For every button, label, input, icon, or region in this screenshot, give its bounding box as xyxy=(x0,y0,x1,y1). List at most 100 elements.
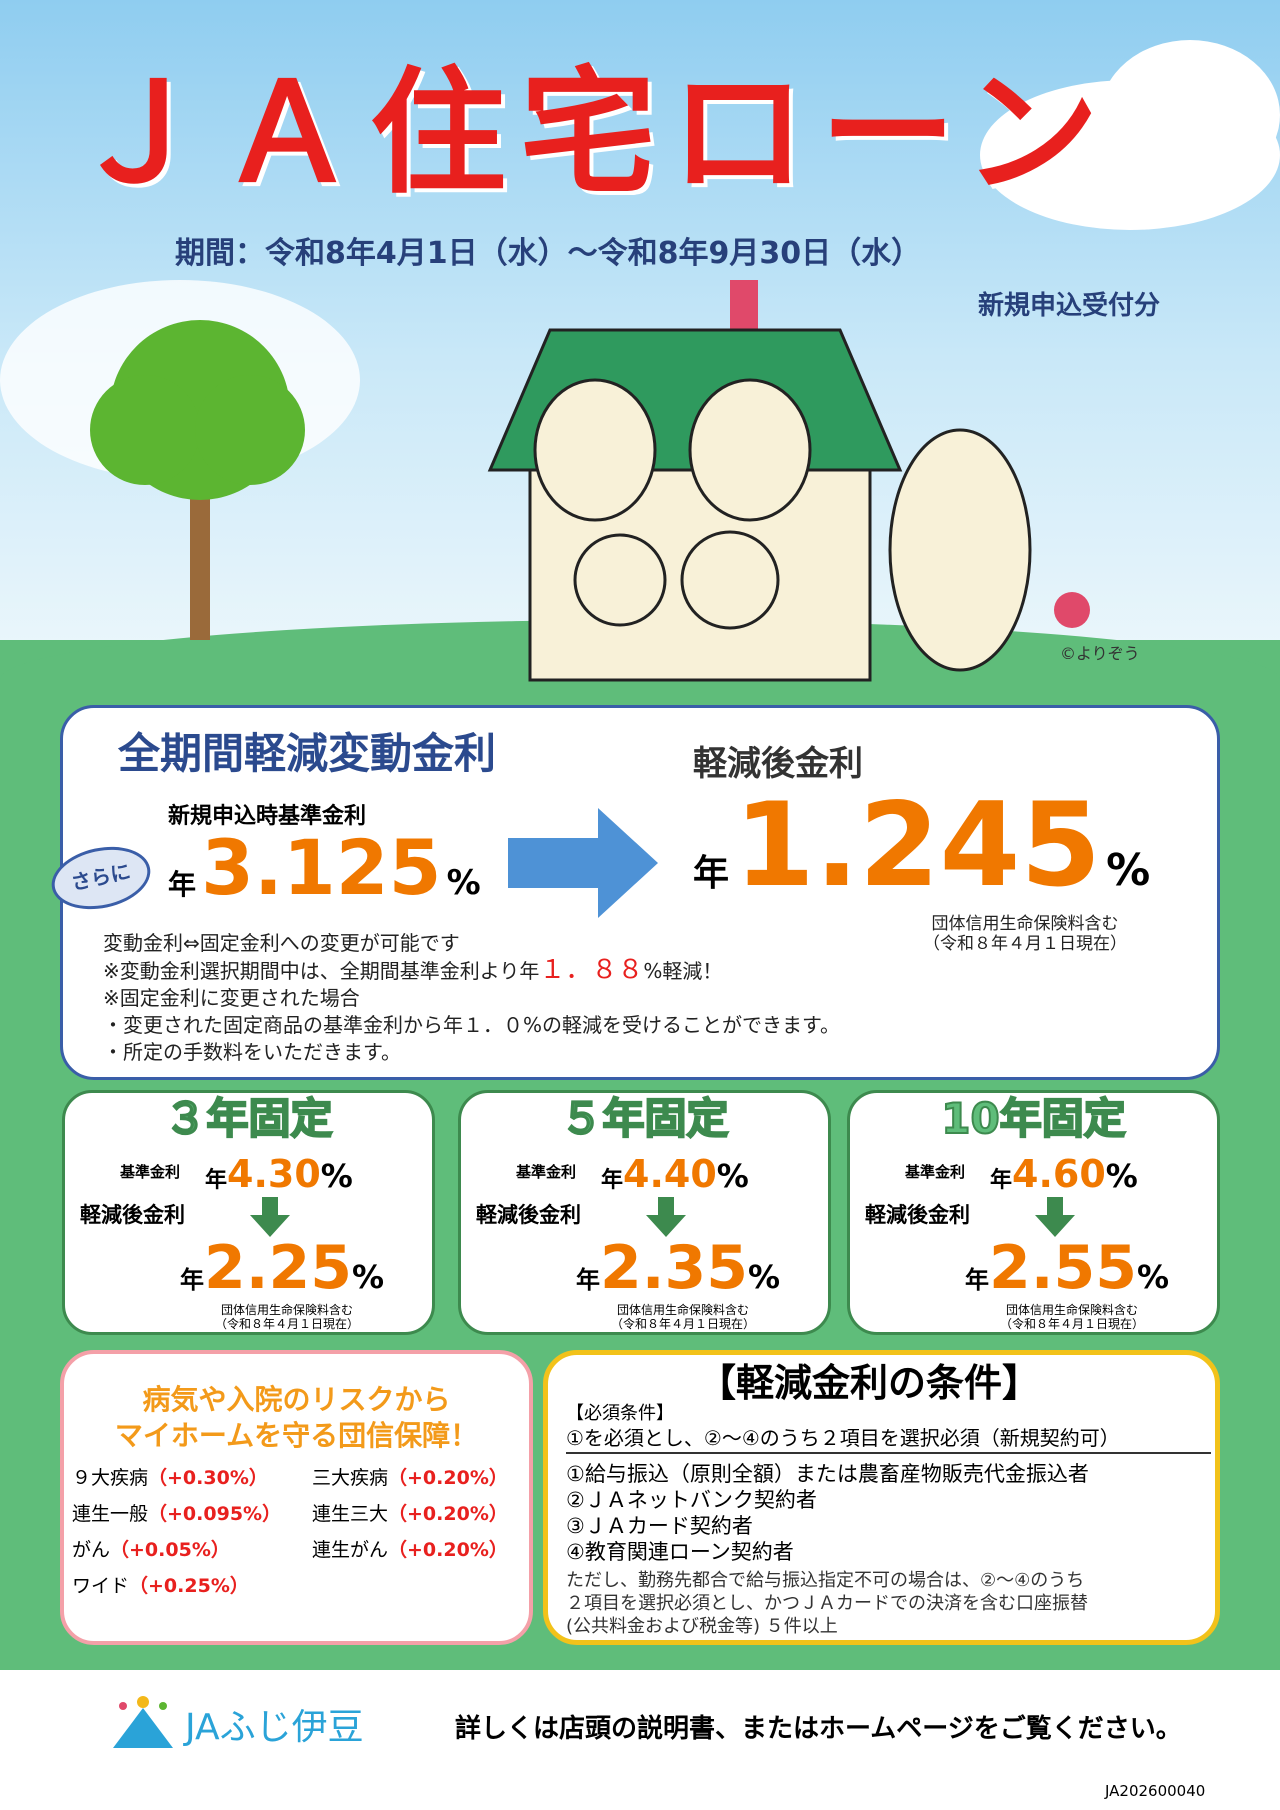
insurance-item: がん（+0.05%） xyxy=(72,1539,230,1561)
after-label: 軽減後金利 xyxy=(865,1203,970,1227)
tree-illustration xyxy=(90,320,305,640)
after-label: 軽減後金利 xyxy=(80,1203,185,1227)
note-line: 団体信用生命保険料含む xyxy=(617,1303,750,1317)
percent-sign: % xyxy=(1137,1258,1170,1296)
year-label: 年 xyxy=(205,1168,228,1193)
note-line: ・所定の手数料をいただきます。 xyxy=(103,1040,401,1064)
percent-sign: % xyxy=(716,1157,749,1195)
fixed-rate-card: ５年固定 基準金利 年4.40% 軽減後金利 年2.35% 団体信用生命保険料含… xyxy=(458,1090,831,1335)
ja-logo-text: JAふじ伊豆 xyxy=(185,1707,364,1748)
year-label: 年 xyxy=(180,1266,204,1294)
insurance-item: ９大疾病（+0.30%） xyxy=(72,1467,268,1489)
base-rate-value: 4.40 xyxy=(623,1152,717,1196)
characters-illustration xyxy=(533,378,1032,672)
after-rate: 年2.55% xyxy=(965,1238,1169,1298)
after-rate-value: 1.245 xyxy=(734,778,1102,913)
page-title: ＪＡ住宅ローン xyxy=(70,55,1114,213)
note-line: （令和８年４月１日現在） xyxy=(1000,1317,1145,1331)
note-line: ただし、勤務先都合で給与振込指定不可の場合は、②～④のうち xyxy=(566,1570,1085,1591)
note-line: 変動金利⇔固定金利への変更が可能です xyxy=(103,931,460,955)
percent-sign: % xyxy=(446,863,481,903)
fixed-rate-card: ３年固定 基準金利 年4.30% 軽減後金利 年2.25% 団体信用生命保険料含… xyxy=(62,1090,435,1335)
condition-item: ③ＪＡカード契約者 xyxy=(566,1514,753,1538)
footer-message: 詳しくは店頭の説明書、またはホームページをご覧ください。 xyxy=(455,1714,1182,1744)
insurance-heading: 病気や入院のリスクから マイホームを守る団信保障！ xyxy=(64,1382,529,1454)
insurance-item: 連生がん（+0.20%） xyxy=(312,1539,508,1561)
after-rate-value: 2.55 xyxy=(989,1233,1138,1303)
base-label: 基準金利 xyxy=(905,1163,966,1181)
arrow-down-icon xyxy=(1035,1197,1075,1237)
percent-sign: % xyxy=(748,1258,781,1296)
flower-icon xyxy=(1054,592,1090,628)
year-label: 年 xyxy=(168,868,197,901)
note-line: 団体信用生命保険料含む xyxy=(1006,1303,1139,1317)
variable-heading: 全期間軽減変動金利 xyxy=(118,729,497,778)
note-line: （令和８年４月１日現在） xyxy=(923,934,1127,954)
base-label: 基準金利 xyxy=(120,1163,181,1181)
insurance-note: 団体信用生命保険料含む （令和８年４月１日現在） xyxy=(611,1303,755,1331)
percent-sign: % xyxy=(1105,1157,1138,1195)
base-label: 基準金利 xyxy=(516,1163,577,1181)
arrow-down-icon xyxy=(250,1197,290,1237)
insurance-note: 団体信用生命保険料含む （令和８年４月１日現在） xyxy=(215,1303,359,1331)
base-rate: 年 3.125 % xyxy=(168,830,481,906)
illustration xyxy=(90,280,1090,682)
note-line: ※変動金利選択期間中は、全期間基準金利より年１．８８%軽減！ xyxy=(103,955,723,985)
after-rate-label: 軽減後金利 xyxy=(693,744,863,784)
arrow-right-icon xyxy=(508,808,658,918)
base-rate: 年4.40% xyxy=(601,1155,749,1193)
base-rate: 年4.60% xyxy=(990,1155,1138,1193)
note-line: ・変更された固定商品の基準金利から年１．０%の軽減を受けることができます。 xyxy=(103,1013,841,1037)
conditions-list: ①給与振込（原則全額）または農畜産物販売代金振込者 ②ＪＡネットバンク契約者 ③… xyxy=(566,1461,1089,1565)
note-line: 団体信用生命保険料含む xyxy=(221,1303,354,1317)
variable-notes: 変動金利⇔固定金利への変更が可能です ※変動金利選択期間中は、全期間基準金利より… xyxy=(103,930,840,1066)
note-line: （令和８年４月１日現在） xyxy=(611,1317,756,1331)
condition-item: ①給与振込（原則全額）または農畜産物販売代金振込者 xyxy=(566,1462,1089,1486)
conditions-note: ただし、勤務先都合で給与振込指定不可の場合は、②～④のうち ２項目を選択必須とし… xyxy=(566,1569,1088,1638)
base-rate: 年4.30% xyxy=(205,1155,353,1193)
base-rate-value: 4.30 xyxy=(227,1152,321,1196)
copyright: ©よりぞう xyxy=(1060,644,1140,663)
badge-more: さらに xyxy=(45,838,157,918)
fixed-rate-card: 10年固定 基準金利 年4.60% 軽減後金利 年2.55% 団体信用生命保険料… xyxy=(847,1090,1220,1335)
cloud xyxy=(1100,40,1280,190)
conditions-panel: 【軽減金利の条件】 【必須条件】 ①を必須とし、②～④のうち２項目を選択必須（新… xyxy=(543,1350,1220,1645)
note-line: (公共料金および税金等) ５件以上 xyxy=(566,1616,838,1637)
note-line: 団体信用生命保険料含む xyxy=(931,914,1119,934)
insurance-note: 団体信用生命保険料含む （令和８年４月１日現在） xyxy=(1000,1303,1144,1331)
percent-sign: % xyxy=(1106,845,1151,896)
fixed-title: 10年固定 xyxy=(940,1093,1126,1144)
footer xyxy=(0,1670,1280,1810)
base-rate-value: 4.60 xyxy=(1012,1152,1106,1196)
insurance-note: 団体信用生命保険料含む （令和８年４月１日現在） xyxy=(923,914,1127,954)
ja-logo-icon xyxy=(113,1696,173,1748)
variable-rate-panel: 全期間軽減変動金利 新規申込時基準金利 年 3.125 % さらに 軽減後金利 … xyxy=(45,705,1220,1080)
base-rate-label: 新規申込時基準金利 xyxy=(168,804,367,829)
arrow-down-icon xyxy=(646,1197,686,1237)
condition-item: ④教育関連ローン契約者 xyxy=(566,1540,794,1564)
conditions-title: 【軽減金利の条件】 xyxy=(698,1361,1041,1405)
insurance-item: 三大疾病（+0.20%） xyxy=(312,1467,508,1489)
percent-sign: % xyxy=(320,1157,353,1195)
insurance-panel: 病気や入院のリスクから マイホームを守る団信保障！ ９大疾病（+0.30%） 三… xyxy=(60,1350,533,1645)
after-rate: 年 1.245 % xyxy=(693,788,1150,904)
after-rate-value: 2.25 xyxy=(204,1233,353,1303)
year-label: 年 xyxy=(965,1266,989,1294)
note-line: ２項目を選択必須とし、かつＪＡカードでの決済を含む口座振替 xyxy=(566,1593,1088,1614)
base-rate-value: 3.125 xyxy=(201,823,442,912)
after-rate: 年2.35% xyxy=(576,1238,780,1298)
after-label: 軽減後金利 xyxy=(476,1203,581,1227)
percent-sign: % xyxy=(352,1258,385,1296)
scope-note: 新規申込受付分 xyxy=(978,291,1161,321)
insurance-item: 連生一般（+0.095%） xyxy=(72,1503,282,1525)
after-rate: 年2.25% xyxy=(180,1238,384,1298)
year-label: 年 xyxy=(693,853,730,894)
insurance-item: ワイド（+0.25%） xyxy=(72,1575,249,1597)
year-label: 年 xyxy=(601,1168,624,1193)
note-line: （令和８年４月１日現在） xyxy=(215,1317,360,1331)
campaign-period: 期間：令和8年4月1日（水）～令和8年9月30日（水） xyxy=(175,236,922,271)
condition-item: ②ＪＡネットバンク契約者 xyxy=(566,1488,817,1512)
year-label: 年 xyxy=(990,1168,1013,1193)
insurance-item: 連生三大（+0.20%） xyxy=(312,1503,508,1525)
fixed-title: ５年固定 xyxy=(559,1093,729,1144)
